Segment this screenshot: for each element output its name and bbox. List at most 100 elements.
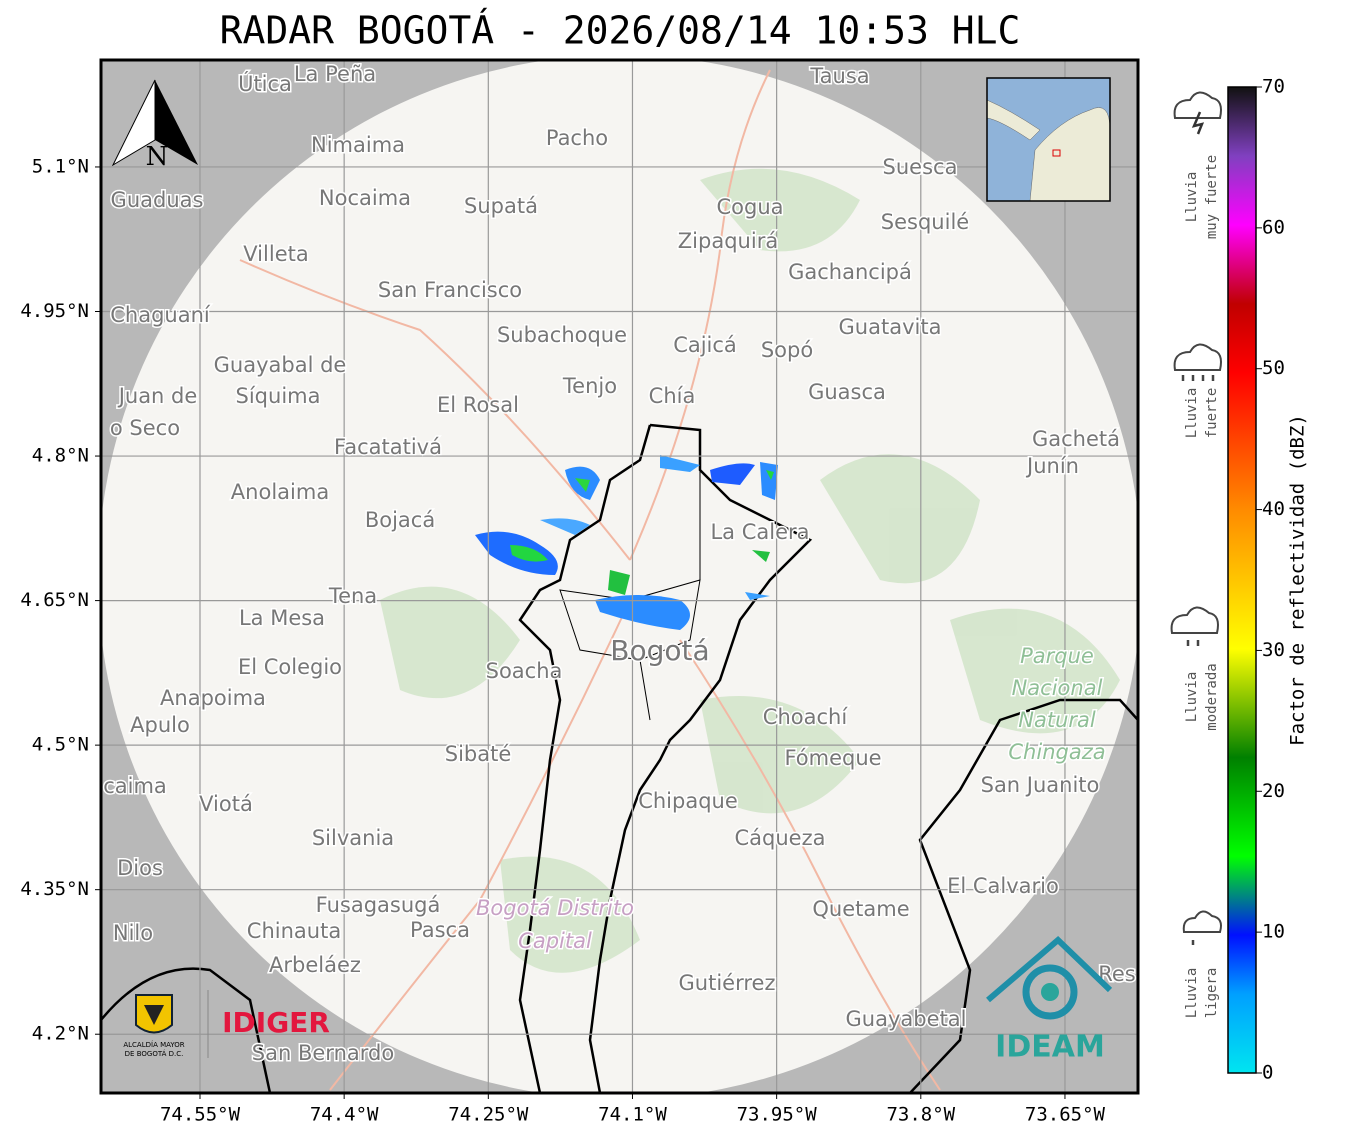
district-label: Capital: [518, 929, 592, 953]
place-label: Cogua: [716, 195, 783, 219]
y-tick-label: 4.35°N: [20, 878, 89, 900]
place-label: San Juanito: [981, 773, 1100, 797]
north-label: N: [146, 142, 169, 172]
place-label: La Mesa: [239, 606, 325, 630]
y-tick-label: 4.8°N: [32, 445, 89, 467]
place-label: Fusagasugá: [316, 893, 441, 917]
place-label: Cáqueza: [735, 826, 826, 850]
place-label: Gachancipá: [788, 260, 912, 284]
place-label: Arbeláez: [269, 953, 361, 977]
rain-legend-label: moderada: [1204, 663, 1220, 730]
place-label: Bogotá: [610, 634, 709, 667]
place-label: Gutiérrez: [679, 971, 776, 995]
place-label: La Peña: [294, 62, 376, 86]
colorbar-label: Factor de reflectividad (dBZ): [1287, 414, 1309, 746]
colorbar-tick-label: 60: [1262, 216, 1285, 238]
colorbar-tick-label: 50: [1262, 357, 1285, 379]
x-tick-label: 74.55°W: [160, 1104, 241, 1126]
y-tick-label: 4.5°N: [32, 734, 89, 756]
place-label: Gachetá: [1032, 427, 1120, 451]
y-tick-label: 5.1°N: [32, 155, 89, 177]
alcaldia-logo: ALCALDÍA MAYOR DE BOGOTÁ D.C.: [123, 990, 209, 1058]
places: Útica La Peña Tausa Pacho Nimaima Guaduas Noca…: [102, 61, 1138, 1067]
colorbar-tick-label: 10: [1262, 921, 1285, 943]
place-label: Viotá: [199, 792, 253, 816]
place-label: La Calera: [710, 520, 809, 544]
place-label: Juan de: [117, 384, 198, 408]
rain-legend-label: Lluvia: [1184, 172, 1200, 223]
place-label: Tena: [328, 584, 377, 608]
colorbar-tick-label: 30: [1262, 639, 1285, 661]
place-label: Anapoima: [160, 686, 266, 710]
place-label: Chinauta: [247, 919, 341, 943]
place-label: Sesquilé: [881, 210, 969, 234]
north-arrow: N: [111, 79, 198, 172]
map: Útica La Peña Tausa Pacho Nimaima Guaduas Noca…: [101, 60, 1138, 1093]
x-tick-label: 74.4°W: [310, 1104, 379, 1126]
place-label: Zipaquirá: [678, 229, 778, 253]
inset-map: [986, 77, 1111, 202]
place-label: Pacho: [546, 126, 608, 150]
place-label: Tenjo: [562, 374, 617, 398]
x-tick-label: 73.8°W: [886, 1104, 955, 1126]
rain-legend-label: Lluvia: [1184, 968, 1200, 1019]
place-label: Dios: [117, 856, 163, 880]
radar-echoes: [475, 455, 778, 630]
park-label: Chingaza: [1008, 740, 1105, 764]
place-label: Pasca: [410, 918, 470, 942]
title: RADAR BOGOTÁ - 2026/08/14 10:53 HLC: [220, 9, 1021, 53]
colorbar-tick-label: 40: [1262, 498, 1285, 520]
x-tick-label: 74.1°W: [598, 1104, 667, 1126]
colorbar-tick-label: 70: [1262, 76, 1285, 98]
place-label: San Francisco: [378, 278, 522, 302]
park-label: Natural: [1018, 708, 1096, 732]
rain-legend-label: fuerte: [1204, 388, 1220, 439]
district-label: Bogotá Distrito: [476, 896, 634, 920]
place-label: Tausa: [809, 64, 869, 88]
place-label: Chipaque: [638, 789, 738, 813]
rain-legend-label: ligera: [1204, 968, 1220, 1019]
place-label: Subachoque: [497, 323, 627, 347]
place-label: Guayabetal: [846, 1007, 967, 1031]
rain-legend-label: Lluvia: [1184, 672, 1200, 723]
place-label: El Rosal: [437, 393, 519, 417]
place-label: Supatá: [464, 194, 538, 218]
colorbar: Factor de reflectividad (dBZ) 0 10 20 30 40 5…: [1227, 76, 1309, 1084]
place-label: Guatavita: [839, 315, 942, 339]
place-label: El Colegio: [238, 655, 342, 679]
x-tick-label: 74.25°W: [448, 1104, 529, 1126]
alcaldia-text: ALCALDÍA MAYOR: [123, 1040, 184, 1049]
y-tick-label: 4.95°N: [20, 300, 89, 322]
place-label: Nocaima: [319, 186, 411, 210]
ideam-text: IDEAM: [995, 1030, 1105, 1065]
place-label: Sopó: [761, 338, 813, 362]
place-label: Apulo: [130, 713, 190, 737]
graticule: [101, 60, 1138, 1093]
place-label: Suesca: [883, 155, 958, 179]
ideam-logo: IDEAM: [986, 935, 1113, 1065]
place-label: Guayabal de: [214, 353, 347, 377]
idiger-logo: IDIGER: [222, 1006, 330, 1039]
place-label: caima: [103, 774, 167, 798]
place-label: San Bernardo: [252, 1041, 394, 1065]
place-label: Junín: [1025, 454, 1079, 478]
y-tick-label: 4.2°N: [32, 1023, 89, 1045]
roads: [239, 69, 941, 1091]
colorbar-tick-label: 0: [1262, 1062, 1273, 1084]
place-label: Nilo: [113, 921, 153, 945]
place-label: Soacha: [486, 659, 563, 683]
x-tick-label: 73.95°W: [737, 1104, 818, 1126]
x-tick-label: 73.65°W: [1025, 1104, 1106, 1126]
place-label: Facatativá: [334, 435, 442, 459]
colorbar-tick-label: 20: [1262, 780, 1285, 802]
park-label: Parque: [1020, 644, 1094, 668]
park-label: Nacional: [1012, 676, 1103, 700]
place-label: Guaduas: [111, 188, 204, 212]
place-label: Bojacá: [365, 508, 435, 532]
colorbar-gradient: [1227, 86, 1257, 1074]
place-label: Villeta: [243, 242, 308, 266]
place-label: Cajicá: [673, 333, 737, 357]
place-label: Sibaté: [445, 742, 512, 766]
